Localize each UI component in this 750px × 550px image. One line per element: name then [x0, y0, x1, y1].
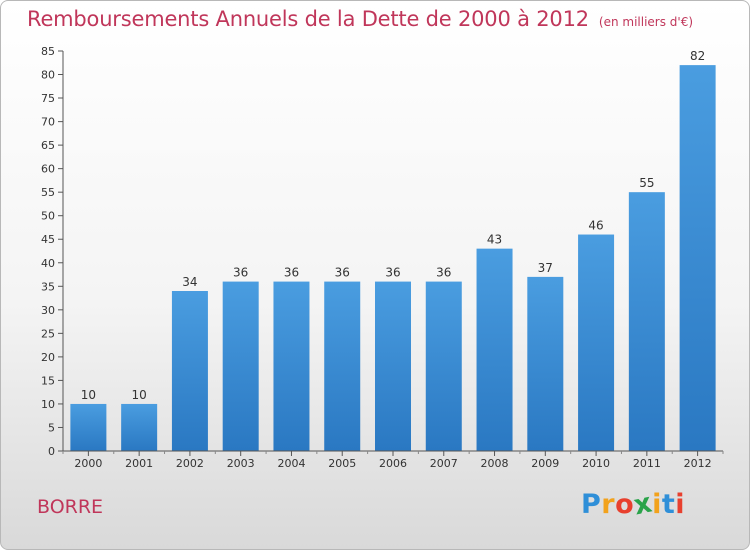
logo-letter: i — [675, 489, 686, 520]
y-tick-label: 85 — [41, 45, 55, 58]
bars-group: 10 10 34 36 36 36 36 36 43 37 46 55 82 — [70, 49, 716, 452]
x-tick-label: 2010 — [582, 457, 610, 470]
x-tick-label: 2008 — [481, 457, 509, 470]
x-tick-label: 2003 — [227, 457, 255, 470]
logo-letter: o — [615, 489, 635, 520]
bar — [70, 403, 107, 451]
logo-letter: r — [601, 489, 616, 520]
bar-value-label: 36 — [335, 266, 350, 280]
logo-letter: i — [652, 489, 662, 520]
bar-value-label: 82 — [690, 49, 705, 63]
bar-value-label: 46 — [588, 219, 603, 233]
y-tick-label: 5 — [48, 421, 55, 434]
x-tick-label: 2006 — [379, 457, 407, 470]
bar-value-label: 55 — [639, 176, 654, 190]
y-tick-label: 60 — [41, 163, 55, 176]
x-tick-label: 2005 — [328, 457, 356, 470]
y-tick-label: 40 — [41, 257, 55, 270]
bar — [476, 248, 513, 451]
y-tick-label: 25 — [41, 327, 55, 340]
y-tick-label: 0 — [48, 445, 55, 458]
y-tick-label: 50 — [41, 210, 55, 223]
bar — [679, 65, 716, 451]
x-tick-label: 2007 — [430, 457, 458, 470]
y-tick-label: 10 — [41, 398, 55, 411]
bar-value-label: 36 — [233, 266, 248, 280]
bar — [578, 234, 615, 451]
logo-letter: t — [661, 489, 676, 520]
x-tick-label: 2000 — [74, 457, 102, 470]
y-tick-label: 35 — [41, 280, 55, 293]
bar-value-label: 36 — [436, 266, 451, 280]
proxiti-logo[interactable]: Proxiti — [581, 487, 686, 521]
x-tick-label: 2011 — [633, 457, 661, 470]
bar — [324, 281, 361, 451]
x-tick-label: 2004 — [277, 457, 305, 470]
y-tick-label: 15 — [41, 374, 55, 387]
y-tick-label: 75 — [41, 92, 55, 105]
y-tick-label: 30 — [41, 304, 55, 317]
y-tick-label: 45 — [41, 233, 55, 246]
y-tick-label: 20 — [41, 351, 55, 364]
y-tick-label: 65 — [41, 139, 55, 152]
bar — [273, 281, 310, 451]
x-tick-label: 2002 — [176, 457, 204, 470]
bar-value-label: 36 — [385, 266, 400, 280]
chart-title: Remboursements Annuels de la Dette de 20… — [27, 7, 694, 31]
bar-value-label: 43 — [487, 233, 502, 247]
bar-value-label: 37 — [538, 261, 553, 275]
bar — [171, 291, 208, 451]
commune-name: BORRE — [37, 496, 104, 518]
bar-value-label: 10 — [132, 388, 147, 402]
bar — [375, 281, 411, 451]
bar — [121, 403, 158, 451]
x-tick-label: 2009 — [531, 457, 559, 470]
bar-value-label: 10 — [81, 388, 96, 402]
bar — [425, 281, 462, 451]
x-axis: 2000 2001 2002 2003 2004 2005 2006 2007 2008 2009… — [62, 450, 724, 470]
bar — [222, 281, 259, 451]
y-tick-label: 70 — [41, 116, 55, 129]
bar — [628, 192, 665, 452]
y-tick-label: 55 — [41, 186, 55, 199]
x-tick-label: 2012 — [684, 457, 712, 470]
bar-value-label: 34 — [182, 275, 197, 289]
x-tick-label: 2001 — [125, 457, 153, 470]
logo-letter: P — [581, 489, 602, 520]
bar — [527, 276, 564, 451]
bar-value-label: 36 — [284, 266, 299, 280]
y-tick-label: 80 — [41, 69, 55, 82]
chart-subtitle: (en milliers d'€) — [598, 15, 694, 29]
y-axis: 0 5 10 15 20 25 30 35 40 45 50 55 60 65 70 75 80 85 — [41, 45, 64, 458]
